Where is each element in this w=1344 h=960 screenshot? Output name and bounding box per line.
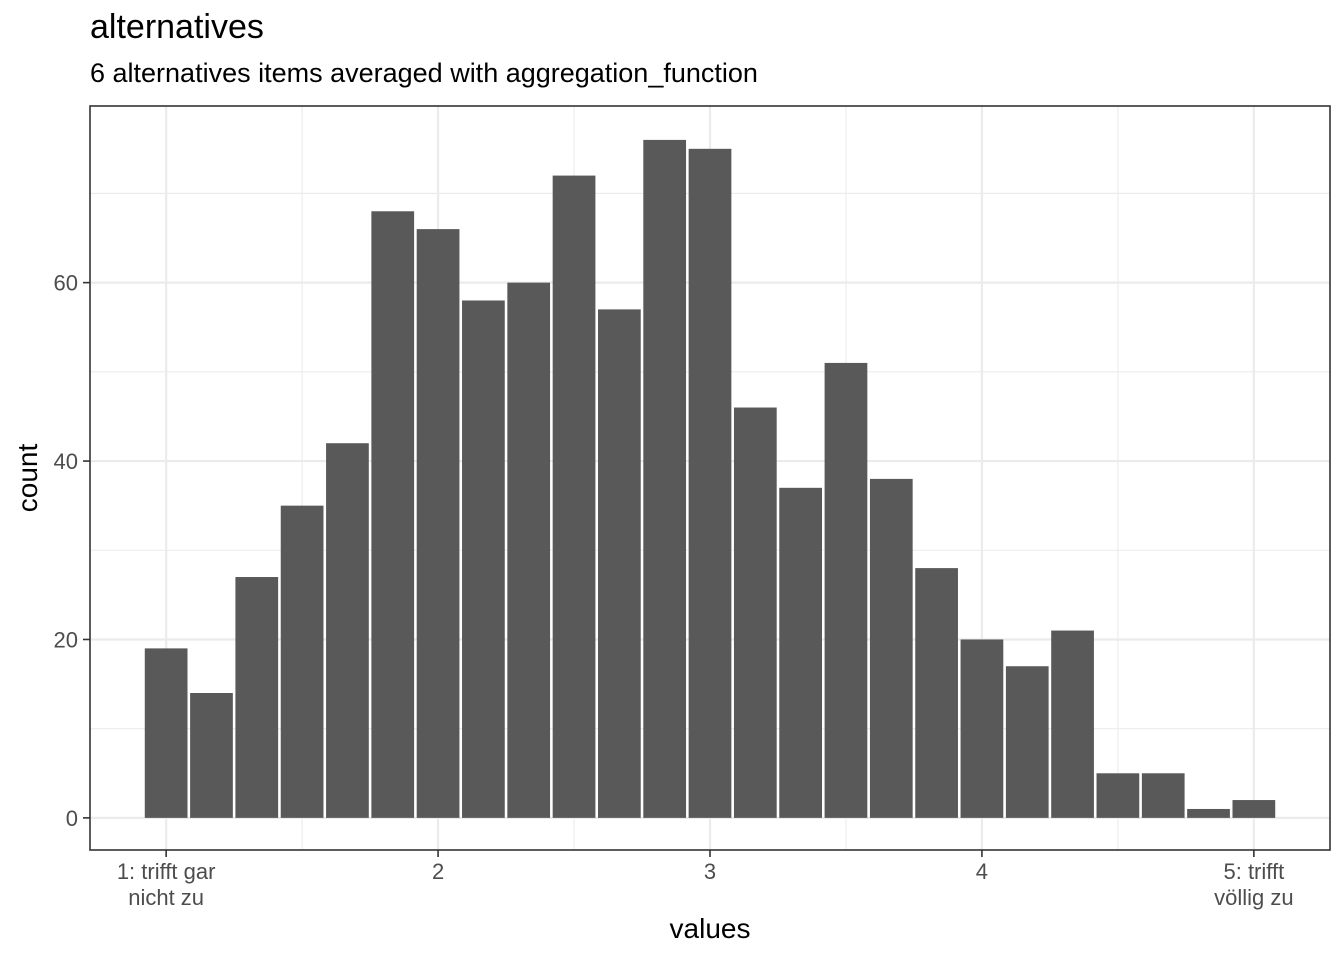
- y-tick-label: 40: [54, 449, 78, 474]
- y-tick-label: 60: [54, 271, 78, 296]
- y-tick-label: 0: [66, 806, 78, 831]
- y-axis-title: count: [12, 444, 43, 513]
- x-tick-label: 5: trifft: [1223, 859, 1284, 884]
- histogram-bar: [1232, 800, 1276, 818]
- histogram-bar: [779, 487, 822, 818]
- x-tick-label: 2: [432, 859, 444, 884]
- histogram-bar: [915, 568, 958, 818]
- histogram-bar: [1051, 630, 1094, 818]
- histogram-bar: [1141, 773, 1185, 818]
- histogram-bar: [1187, 808, 1230, 818]
- x-tick-label: 3: [704, 859, 716, 884]
- chart-title: alternatives: [90, 8, 264, 46]
- histogram-bar: [280, 505, 324, 818]
- y-axis: 0 20 40 60: [54, 271, 90, 831]
- histogram-bar: [869, 478, 913, 818]
- histogram-bar: [824, 362, 868, 818]
- histogram-bar: [552, 175, 596, 818]
- histogram-bar: [688, 148, 732, 818]
- histogram-bar: [235, 577, 279, 818]
- histogram-bar: [598, 309, 641, 818]
- histogram-bar: [416, 229, 460, 818]
- x-tick-label: 4: [976, 859, 988, 884]
- histogram-bar: [1096, 773, 1140, 818]
- chart-subtitle: 6 alternatives items averaged with aggre…: [90, 58, 758, 88]
- histogram-bar: [190, 692, 233, 818]
- histogram-bar: [507, 282, 551, 818]
- x-tick-label: 1: trifft gar: [117, 859, 216, 884]
- y-tick-label: 20: [54, 627, 78, 652]
- histogram-bar: [144, 648, 188, 818]
- histogram-bar: [1005, 666, 1049, 818]
- x-axis-title: values: [670, 913, 751, 944]
- histogram-bar: [733, 407, 777, 818]
- bars: [144, 139, 1276, 818]
- x-tick-label: nicht zu: [128, 885, 204, 910]
- histogram-bar: [643, 139, 687, 818]
- histogram-bar: [462, 300, 505, 818]
- histogram-bar: [960, 639, 1004, 818]
- histogram-bar: [326, 443, 369, 818]
- histogram-bar: [371, 211, 415, 818]
- x-tick-label: völlig zu: [1214, 885, 1293, 910]
